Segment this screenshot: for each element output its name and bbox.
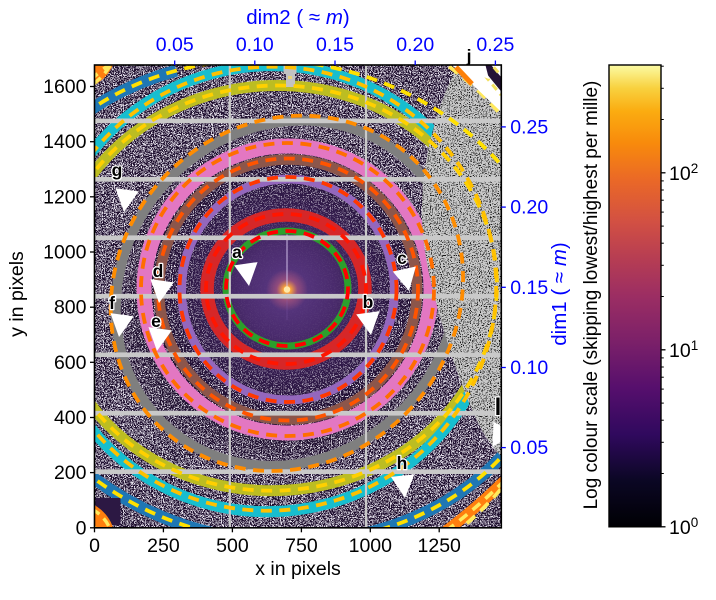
svg-text:a: a <box>232 242 242 262</box>
svg-text:1200: 1200 <box>43 186 87 208</box>
svg-text:d: d <box>153 261 164 281</box>
svg-text:0.15: 0.15 <box>510 277 548 299</box>
svg-text:800: 800 <box>54 297 87 319</box>
svg-text:0.15: 0.15 <box>316 34 354 56</box>
svg-text:400: 400 <box>54 407 87 429</box>
svg-text:l: l <box>495 394 502 421</box>
svg-text:0.10: 0.10 <box>510 357 548 379</box>
svg-text:x in pixels: x in pixels <box>255 558 341 580</box>
svg-text:Log colour scale (skipping low: Log colour scale (skipping lowest/highes… <box>581 81 602 510</box>
svg-text:f: f <box>109 293 115 313</box>
svg-text:1400: 1400 <box>43 131 87 153</box>
svg-text:200: 200 <box>54 462 87 484</box>
svg-text:1600: 1600 <box>43 76 87 98</box>
svg-text:0.25: 0.25 <box>510 116 548 138</box>
svg-text:0.20: 0.20 <box>510 197 548 219</box>
svg-text:0.05: 0.05 <box>156 34 194 56</box>
svg-text:100: 100 <box>669 515 698 539</box>
svg-text:250: 250 <box>147 535 180 557</box>
svg-text:y in pixels: y in pixels <box>6 251 28 337</box>
svg-text:1000: 1000 <box>349 535 393 557</box>
svg-text:750: 750 <box>285 535 318 557</box>
svg-text:1000: 1000 <box>43 242 87 264</box>
svg-text:1250: 1250 <box>418 535 462 557</box>
svg-text:0.10: 0.10 <box>236 34 274 56</box>
svg-text:g: g <box>112 160 123 180</box>
svg-text:e: e <box>151 311 161 331</box>
svg-text:c: c <box>397 248 407 268</box>
svg-text:500: 500 <box>216 535 249 557</box>
svg-text:dim2 ( ≈ m): dim2 ( ≈ m) <box>246 6 350 29</box>
svg-text:0: 0 <box>89 535 100 557</box>
svg-text:0.20: 0.20 <box>396 34 434 56</box>
svg-text:j: j <box>466 46 472 66</box>
svg-text:0.05: 0.05 <box>510 437 548 459</box>
svg-text:h: h <box>397 453 408 473</box>
svg-text:0.25: 0.25 <box>476 34 514 56</box>
svg-text:600: 600 <box>54 352 87 374</box>
svg-text:b: b <box>363 292 374 312</box>
svg-text:0: 0 <box>76 517 87 539</box>
svg-text:dim1 ( ≈ m): dim1 ( ≈ m) <box>548 242 571 346</box>
